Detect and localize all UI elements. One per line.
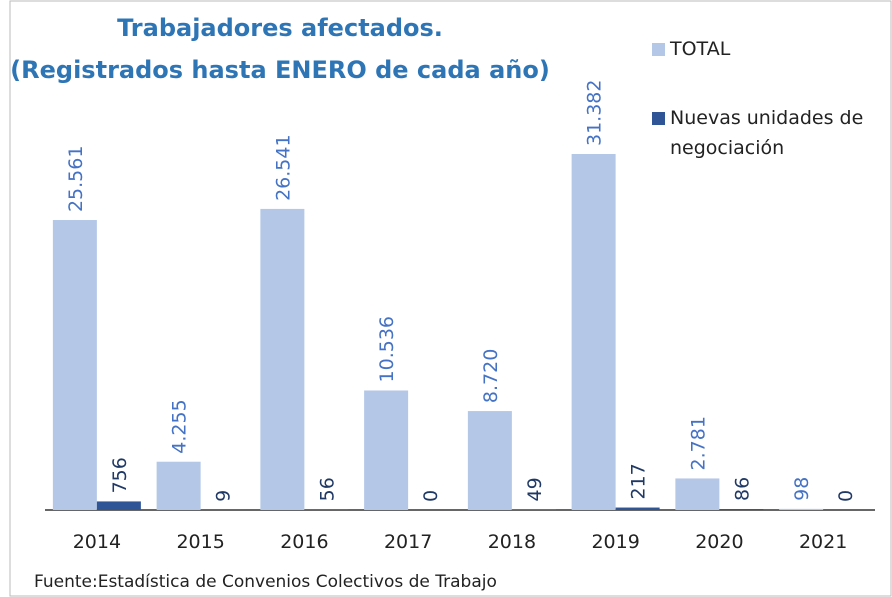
x-tick-label: 2019 bbox=[591, 531, 639, 553]
chart-title: Trabajadores afectados. bbox=[117, 14, 443, 42]
data-label: 4.255 bbox=[169, 399, 191, 453]
legend-label: Nuevas unidades de negociación bbox=[670, 107, 864, 159]
data-label: 8.720 bbox=[480, 349, 502, 403]
frame-border bbox=[9, 0, 892, 597]
bar bbox=[260, 208, 305, 511]
chart-subtitle: (Registrados hasta ENERO de cada año) bbox=[10, 56, 550, 84]
bar bbox=[52, 220, 97, 510]
x-tick-label: 2018 bbox=[488, 531, 536, 553]
data-label: 10.536 bbox=[376, 316, 398, 382]
data-label: 26.541 bbox=[272, 134, 294, 200]
bar bbox=[571, 154, 616, 510]
bar bbox=[156, 461, 201, 510]
x-tick-label: 2015 bbox=[176, 531, 224, 553]
x-tick-label: 2020 bbox=[695, 531, 743, 553]
data-label: 0 bbox=[420, 490, 442, 502]
legend-swatch bbox=[652, 43, 665, 56]
bar bbox=[304, 509, 349, 510]
data-label: 756 bbox=[109, 457, 131, 493]
data-label: 49 bbox=[524, 477, 546, 501]
data-label: 25.561 bbox=[65, 146, 87, 212]
x-tick-label: 2017 bbox=[384, 531, 432, 553]
bar bbox=[719, 509, 764, 510]
data-label: 56 bbox=[316, 477, 338, 501]
legend-swatch bbox=[652, 112, 665, 125]
data-label: 0 bbox=[835, 490, 857, 502]
bar bbox=[364, 390, 409, 510]
data-label: 9 bbox=[213, 490, 235, 502]
data-label: 86 bbox=[731, 477, 753, 501]
bar bbox=[615, 507, 660, 510]
x-tick-label: 2014 bbox=[73, 531, 121, 553]
source-note: Fuente:Estadística de Convenios Colectiv… bbox=[34, 572, 497, 592]
data-label: 217 bbox=[628, 463, 650, 499]
data-label: 2.781 bbox=[687, 416, 709, 470]
bar bbox=[511, 509, 556, 510]
x-tick-label: 2016 bbox=[280, 531, 328, 553]
bar bbox=[96, 501, 141, 510]
data-label: 31.382 bbox=[584, 80, 606, 146]
bar bbox=[467, 411, 512, 510]
bar bbox=[779, 508, 824, 510]
bar bbox=[675, 478, 720, 510]
x-tick-label: 2021 bbox=[799, 531, 847, 553]
data-label: 98 bbox=[791, 477, 813, 501]
legend-label: TOTAL bbox=[670, 38, 731, 60]
